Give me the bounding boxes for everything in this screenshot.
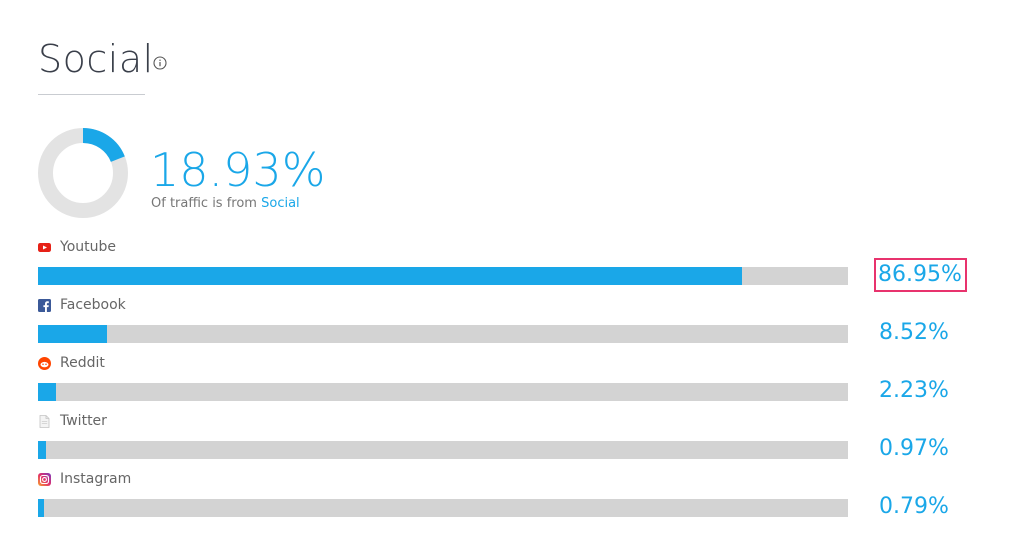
source-percent: 86.95%: [874, 258, 967, 292]
source-name: Youtube: [60, 239, 116, 255]
title-underline: [38, 94, 145, 95]
subtitle-prefix: Of traffic is from: [151, 196, 257, 211]
source-label: Instagram: [38, 471, 131, 487]
section-title: Social: [38, 37, 154, 81]
reddit-icon: [38, 356, 51, 370]
instagram-icon: [38, 472, 51, 486]
source-row-reddit: Reddit 2.23%: [38, 355, 978, 413]
source-bar-fill: [38, 267, 743, 285]
source-bar-track: [38, 499, 848, 517]
source-bar-fill: [38, 441, 46, 459]
source-percent: 2.23%: [879, 378, 949, 403]
source-name: Instagram: [60, 471, 132, 487]
source-label: Facebook: [38, 297, 126, 313]
source-bar-fill: [38, 383, 57, 401]
info-icon[interactable]: [153, 56, 167, 70]
source-name: Reddit: [60, 355, 105, 371]
traffic-share-donut: [38, 128, 128, 218]
subtitle-highlight: Social: [261, 196, 300, 211]
source-row-facebook: Facebook 8.52%: [38, 297, 978, 355]
source-bar-track: [38, 267, 848, 285]
source-bar-fill: [38, 325, 107, 343]
source-row-twitter: Twitter 0.97%: [38, 413, 978, 471]
source-bar-track: [38, 383, 848, 401]
source-bar-track: [38, 325, 848, 343]
source-percent: 8.52%: [879, 320, 949, 345]
source-bar-track: [38, 441, 848, 459]
source-name: Facebook: [60, 297, 126, 313]
source-percent: 0.97%: [879, 436, 949, 461]
source-row-instagram: Instagram 0.79%: [38, 471, 978, 529]
donut-arc: [38, 128, 128, 218]
social-traffic-percent: 18.93%: [150, 143, 326, 197]
facebook-icon: [38, 298, 51, 312]
youtube-icon: [38, 242, 51, 252]
source-label: Reddit: [38, 355, 105, 371]
source-percent: 0.79%: [879, 494, 949, 519]
source-label: Youtube: [38, 239, 116, 255]
source-row-youtube: Youtube 86.95%: [38, 239, 978, 297]
traffic-subtitle: Of traffic is from Social: [151, 196, 300, 211]
source-bar-fill: [38, 499, 45, 517]
twitter-icon: [39, 414, 50, 428]
source-label: Twitter: [38, 413, 107, 429]
source-name: Twitter: [60, 413, 107, 429]
